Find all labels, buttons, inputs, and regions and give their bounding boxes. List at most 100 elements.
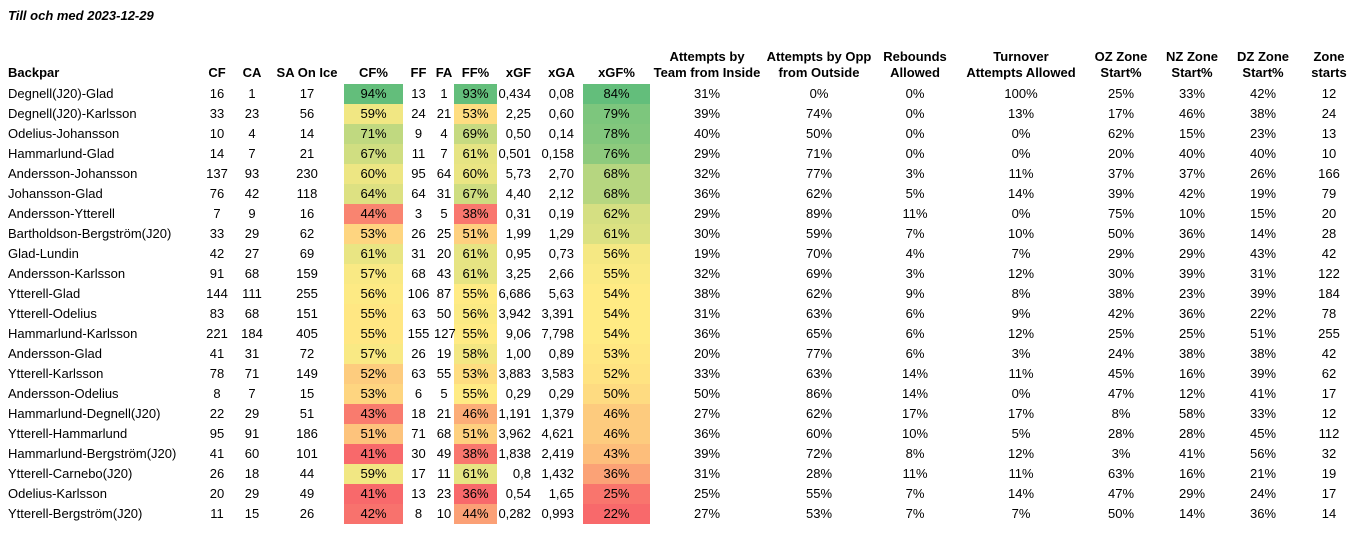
cell-fa: 55	[436, 366, 452, 381]
column-header-cf: CF	[208, 65, 226, 80]
cell-attempts-team-inside: 40%	[693, 126, 721, 141]
cell-backpar: Degnell(J20)-Karlsson	[8, 106, 137, 121]
cell-attempts-team-inside: 25%	[693, 486, 721, 501]
cell-rebounds-allowed: 3%	[905, 166, 925, 181]
cell-ff: 63	[411, 366, 426, 381]
cell-rebounds-allowed: 7%	[905, 226, 925, 241]
cell-turnover-attempts-allowed: 11%	[1008, 466, 1034, 481]
cell-xga: 2,70	[548, 166, 574, 181]
cell-cf-pct: 57%	[344, 264, 403, 284]
cell-cf: 33	[209, 106, 225, 121]
cell-backpar: Hammarlund-Karlsson	[8, 326, 138, 341]
cell-zone-starts: 24	[1321, 106, 1337, 121]
cell-nz-zone-start-pct: 14%	[1178, 506, 1206, 521]
cell-turnover-attempts-allowed: 13%	[1007, 106, 1035, 121]
cell-attempts-team-inside: 39%	[693, 446, 721, 461]
cell-zone-starts: 19	[1321, 466, 1337, 481]
cell-oz-zone-start-pct: 29%	[1107, 246, 1135, 261]
cell-ff-pct: 51%	[454, 224, 497, 244]
cell-fa: 127	[434, 326, 456, 341]
cell-zone-starts: 17	[1321, 386, 1337, 401]
cell-ca: 42	[244, 186, 260, 201]
cell-attempts-opp-outside: 28%	[805, 466, 833, 481]
cell-ca: 91	[244, 426, 260, 441]
cell-ca: 4	[248, 126, 256, 141]
cell-sa-on-ice: 151	[296, 306, 318, 321]
cell-attempts-opp-outside: 63%	[805, 306, 833, 321]
cell-cf-pct: 60%	[344, 164, 403, 184]
cell-attempts-team-inside: 36%	[693, 426, 721, 441]
cell-xga: 0,19	[548, 206, 574, 221]
cell-turnover-attempts-allowed: 7%	[1011, 246, 1031, 261]
cell-xgf: 3,883	[498, 366, 531, 381]
table-row: Andersson-Odelius 8 7 15 53% 6 5 55% 0,29 0,29 50%…	[0, 384, 1360, 404]
cell-dz-zone-start-pct: 26%	[1249, 166, 1277, 181]
cell-sa-on-ice: 72	[299, 346, 315, 361]
cell-fa: 19	[436, 346, 452, 361]
cell-cf: 16	[209, 86, 225, 101]
cell-oz-zone-start-pct: 42%	[1107, 306, 1135, 321]
cell-oz-zone-start-pct: 39%	[1107, 186, 1135, 201]
cell-rebounds-allowed: 11%	[902, 206, 928, 221]
cell-attempts-team-inside: 39%	[693, 106, 721, 121]
cell-xgf-pct: 52%	[583, 364, 650, 384]
cell-turnover-attempts-allowed: 11%	[1008, 366, 1034, 381]
cell-ff-pct: 93%	[454, 84, 497, 104]
cell-ca: 27	[244, 246, 260, 261]
cell-oz-zone-start-pct: 50%	[1107, 226, 1135, 241]
cell-zone-starts: 79	[1321, 186, 1337, 201]
cell-fa: 21	[436, 106, 452, 121]
cell-rebounds-allowed: 9%	[905, 286, 925, 301]
cell-zone-starts: 32	[1321, 446, 1337, 461]
cell-xgf: 0,54	[505, 486, 531, 501]
table-row: Ytterell-Karlsson 78 71 149 52% 63 55 53% 3,883 3…	[0, 364, 1360, 384]
cell-dz-zone-start-pct: 51%	[1249, 326, 1277, 341]
cell-dz-zone-start-pct: 56%	[1249, 446, 1277, 461]
cell-zone-starts: 78	[1321, 306, 1337, 321]
cell-ff-pct: 61%	[454, 244, 497, 264]
cell-rebounds-allowed: 8%	[905, 446, 925, 461]
cell-fa: 4	[440, 126, 448, 141]
cell-turnover-attempts-allowed: 14%	[1007, 486, 1035, 501]
column-header-nz-zone-start-pct: NZ Zone Start%	[1166, 49, 1218, 80]
cell-oz-zone-start-pct: 47%	[1107, 386, 1135, 401]
cell-ff: 63	[411, 306, 426, 321]
cell-cf: 137	[206, 166, 228, 181]
cell-ff: 11	[411, 146, 426, 161]
cell-zone-starts: 12	[1321, 406, 1337, 421]
cell-turnover-attempts-allowed: 12%	[1007, 326, 1035, 341]
cell-xgf-pct: 50%	[583, 384, 650, 404]
cell-zone-starts: 12	[1321, 86, 1337, 101]
cell-ff-pct: 55%	[454, 384, 497, 404]
cell-attempts-team-inside: 19%	[693, 246, 721, 261]
cell-xgf: 3,25	[505, 266, 531, 281]
cell-dz-zone-start-pct: 24%	[1249, 486, 1277, 501]
header-row: Backpar CF CA SA On Ice CF% FF FA FF% xGF xGA xGF%…	[0, 44, 1360, 84]
cell-cf: 83	[209, 306, 225, 321]
cell-nz-zone-start-pct: 29%	[1178, 486, 1206, 501]
cell-cf-pct: 94%	[344, 84, 403, 104]
cell-attempts-team-inside: 36%	[693, 326, 721, 341]
cell-oz-zone-start-pct: 3%	[1111, 446, 1131, 461]
cell-sa-on-ice: 255	[296, 286, 318, 301]
cell-xgf: 4,40	[505, 186, 531, 201]
cell-attempts-opp-outside: 62%	[805, 406, 833, 421]
cell-dz-zone-start-pct: 38%	[1249, 346, 1277, 361]
cell-attempts-opp-outside: 55%	[805, 486, 833, 501]
cell-ca: 7	[248, 146, 256, 161]
table-row: Andersson-Ytterell 7 9 16 44% 3 5 38% 0,31 0,19 62…	[0, 204, 1360, 224]
cell-rebounds-allowed: 0%	[905, 126, 925, 141]
cell-fa: 23	[436, 486, 452, 501]
cell-backpar: Hammarlund-Bergström(J20)	[8, 446, 177, 461]
cell-turnover-attempts-allowed: 0%	[1011, 386, 1031, 401]
table-row: Degnell(J20)-Karlsson 33 23 56 59% 24 21 53% 2,2…	[0, 104, 1360, 124]
cell-cf-pct: 59%	[344, 104, 403, 124]
cell-sa-on-ice: 49	[299, 486, 315, 501]
cell-attempts-team-inside: 31%	[693, 306, 721, 321]
cell-cf-pct: 42%	[344, 504, 403, 524]
cell-fa: 1	[440, 86, 448, 101]
cell-backpar: Ytterell-Carnebo(J20)	[8, 466, 133, 481]
cell-oz-zone-start-pct: 30%	[1107, 266, 1135, 281]
cell-fa: 87	[436, 286, 452, 301]
cell-ff-pct: 61%	[454, 264, 497, 284]
